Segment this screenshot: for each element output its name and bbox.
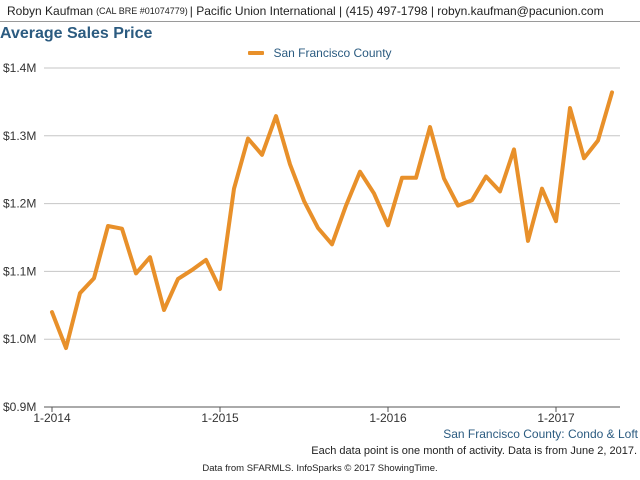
data-point [78, 291, 82, 295]
y-tick-label: $1.0M [3, 332, 36, 346]
data-point [106, 224, 110, 228]
y-tick-label: $1.4M [3, 61, 36, 75]
data-point [134, 271, 138, 275]
data-point [232, 187, 236, 191]
x-tick-label: 1-2017 [537, 411, 575, 425]
data-credit: Data from SFARMLS. InfoSparks © 2017 Sho… [202, 463, 438, 474]
data-point [288, 162, 292, 166]
data-point [218, 287, 222, 291]
agent-name: Robyn Kaufman [7, 3, 94, 18]
data-point [526, 239, 530, 243]
data-point [610, 90, 614, 94]
data-point [162, 308, 166, 312]
data-point [92, 276, 96, 280]
chart-subtitle: San Francisco County: Condo & Loft [443, 427, 638, 441]
data-point [302, 199, 306, 203]
data-point [456, 204, 460, 208]
data-point [470, 198, 474, 202]
series-line-san-francisco-county [50, 90, 614, 350]
x-tick-label: 1-2014 [33, 411, 71, 425]
data-point [274, 114, 278, 118]
data-point [190, 268, 194, 272]
data-point [330, 242, 334, 246]
data-point [64, 346, 68, 350]
data-point [540, 187, 544, 191]
y-tick-label: $1.2M [3, 197, 36, 211]
data-point [568, 106, 572, 110]
data-point [582, 156, 586, 160]
data-note: Each data point is one month of activity… [311, 445, 637, 457]
data-point [204, 258, 208, 262]
data-point [596, 139, 600, 143]
agent-header-bar: Robyn Kaufman (CAL BRE #01074779) | Paci… [0, 0, 640, 22]
data-point [554, 219, 558, 223]
data-point [372, 191, 376, 195]
y-tick-label: $1.3M [3, 129, 36, 143]
y-tick-label: $1.1M [3, 264, 36, 278]
data-point [428, 125, 432, 129]
legend-swatch-icon [248, 51, 265, 55]
data-point [512, 147, 516, 151]
x-tick-label: 1-2015 [201, 411, 239, 425]
data-point [176, 277, 180, 281]
data-point [50, 310, 54, 314]
data-point [344, 204, 348, 208]
data-point [414, 176, 418, 180]
data-point [498, 189, 502, 193]
legend-label: San Francisco County [273, 46, 392, 60]
data-point [246, 137, 250, 141]
data-point [442, 177, 446, 181]
x-tick-label: 1-2016 [369, 411, 407, 425]
agent-license: (CAL BRE #01074779) [96, 5, 188, 16]
data-point [120, 227, 124, 231]
data-point [316, 226, 320, 230]
data-point [358, 170, 362, 174]
y-tick-label: $0.9M [3, 400, 36, 414]
data-point [148, 255, 152, 259]
chart-title: Average Sales Price [0, 25, 153, 42]
agent-contact-details: | Pacific Union International | (415) 49… [189, 3, 604, 18]
data-point [260, 153, 264, 157]
data-point [386, 223, 390, 227]
data-point [484, 174, 488, 178]
data-point [400, 176, 404, 180]
chart-legend: San Francisco County [0, 44, 640, 62]
